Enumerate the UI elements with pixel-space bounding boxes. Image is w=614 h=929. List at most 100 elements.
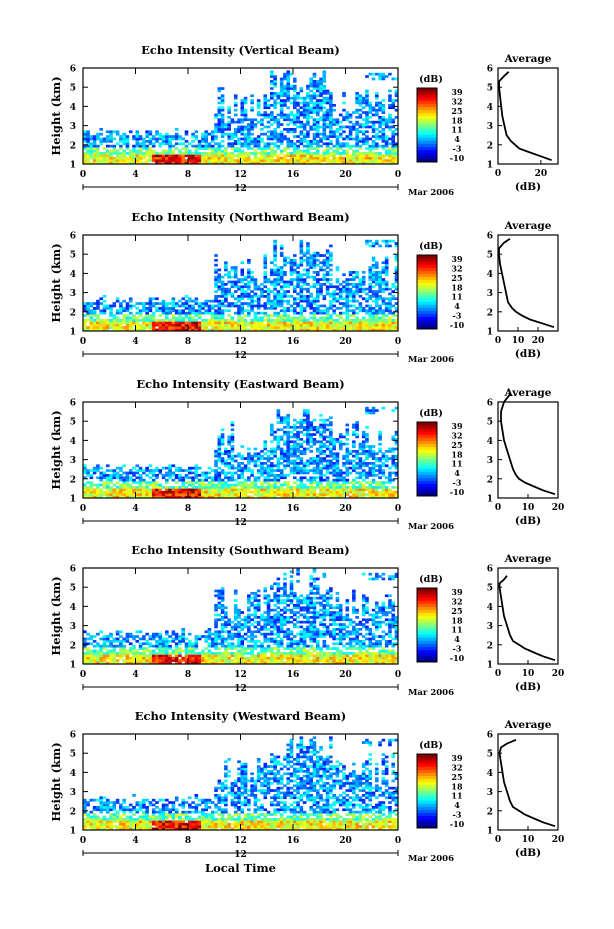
heatmap-cell bbox=[165, 137, 169, 141]
heatmap-cell bbox=[224, 147, 228, 150]
heatmap-cell bbox=[83, 486, 87, 489]
heatmap-cell bbox=[227, 111, 231, 114]
heatmap-cell bbox=[309, 328, 313, 332]
heatmap-cell bbox=[283, 147, 287, 150]
heatmap-cell bbox=[227, 457, 231, 460]
heatmap-cell bbox=[119, 161, 123, 165]
heatmap-cell bbox=[312, 438, 317, 441]
colorbar-band bbox=[417, 307, 437, 311]
heatmap-cell bbox=[96, 147, 100, 150]
y-tick-label: 4 bbox=[70, 103, 76, 113]
heatmap-cell bbox=[368, 474, 373, 477]
heatmap-cell bbox=[365, 488, 369, 492]
heatmap-cell bbox=[122, 159, 126, 162]
heatmap-cell bbox=[342, 116, 346, 119]
heatmap-cell bbox=[296, 92, 300, 95]
heatmap-cell bbox=[191, 159, 195, 162]
heatmap-cell bbox=[384, 326, 389, 329]
heatmap-cell bbox=[289, 159, 294, 162]
heatmap-cell bbox=[135, 316, 140, 320]
heatmap-cell bbox=[165, 152, 169, 155]
heatmap-cell bbox=[102, 490, 107, 494]
heatmap-cell bbox=[315, 251, 320, 255]
heatmap-cell bbox=[266, 474, 271, 477]
heatmap-cell bbox=[312, 323, 317, 327]
heatmap-cell bbox=[168, 490, 172, 494]
heatmap-cell bbox=[332, 118, 336, 122]
date-tick-label: 12 bbox=[234, 351, 247, 361]
heatmap-cell bbox=[233, 104, 238, 107]
heatmap-cell bbox=[250, 321, 254, 325]
heatmap-cell bbox=[243, 275, 248, 279]
heatmap-cell bbox=[220, 299, 225, 303]
heatmap-cell bbox=[233, 149, 238, 153]
heatmap-cell bbox=[361, 156, 366, 160]
heatmap-cell bbox=[201, 493, 205, 496]
heatmap-cell bbox=[227, 486, 231, 489]
heatmap-cell bbox=[296, 297, 300, 301]
heatmap-cell bbox=[105, 149, 110, 153]
heatmap-cell bbox=[210, 147, 215, 150]
heatmap-cell bbox=[273, 302, 277, 305]
heatmap-cell bbox=[230, 285, 235, 289]
heatmap-cell bbox=[247, 457, 251, 460]
heatmap-cell bbox=[230, 450, 235, 453]
heatmap-cell bbox=[86, 642, 90, 646]
heatmap-cell bbox=[240, 488, 245, 492]
colorbar-band bbox=[417, 428, 437, 432]
heatmap-cell bbox=[378, 101, 382, 105]
heatmap-cell bbox=[345, 292, 350, 296]
heatmap-cell bbox=[92, 161, 97, 165]
heatmap-cell bbox=[384, 481, 389, 484]
average-y-tick-label: 2 bbox=[487, 475, 493, 485]
heatmap-cell bbox=[309, 445, 313, 448]
heatmap-cell bbox=[233, 495, 238, 499]
heatmap-cell bbox=[394, 323, 399, 327]
heatmap-cell bbox=[138, 137, 143, 141]
colorbar-band bbox=[417, 452, 437, 457]
heatmap-cell bbox=[217, 273, 222, 277]
heatmap-cell bbox=[296, 273, 300, 277]
heatmap-cell bbox=[299, 457, 304, 460]
heatmap-cell bbox=[384, 459, 389, 463]
heatmap-cell bbox=[263, 144, 268, 148]
heatmap-cell bbox=[250, 290, 254, 293]
heatmap-cell bbox=[335, 323, 340, 327]
heatmap-cell bbox=[122, 328, 126, 332]
heatmap-cell bbox=[293, 481, 297, 484]
heatmap-cell bbox=[315, 106, 320, 110]
heatmap-cell bbox=[253, 161, 258, 165]
heatmap-cell bbox=[171, 135, 176, 138]
heatmap-cell bbox=[181, 309, 186, 313]
heatmap-cell bbox=[322, 297, 327, 301]
heatmap-cell bbox=[365, 326, 369, 329]
heatmap-cell bbox=[105, 486, 110, 489]
heatmap-cell bbox=[194, 137, 199, 141]
heatmap-cell bbox=[214, 493, 218, 496]
heatmap-cell bbox=[270, 326, 274, 329]
heatmap-cell bbox=[283, 314, 287, 317]
heatmap-cell bbox=[99, 471, 103, 475]
heatmap-cell bbox=[394, 147, 399, 150]
heatmap-cell bbox=[158, 469, 163, 472]
heatmap-cell bbox=[279, 108, 284, 112]
heatmap-cell bbox=[296, 101, 300, 105]
heatmap-cell bbox=[283, 285, 287, 289]
heatmap-cell bbox=[240, 154, 245, 158]
heatmap-cell bbox=[207, 309, 212, 313]
heatmap-cell bbox=[293, 454, 297, 458]
heatmap-cell bbox=[332, 486, 336, 489]
heatmap-cell bbox=[329, 142, 333, 146]
heatmap-cell bbox=[256, 140, 261, 143]
heatmap-cell bbox=[105, 478, 110, 482]
heatmap-cell bbox=[115, 323, 120, 327]
heatmap-cell bbox=[227, 159, 231, 162]
heatmap-cell bbox=[293, 152, 297, 155]
heatmap-cell bbox=[204, 309, 208, 313]
heatmap-cell bbox=[217, 142, 222, 146]
heatmap-cell bbox=[86, 135, 90, 138]
heatmap-cell bbox=[204, 311, 208, 315]
heatmap-cell bbox=[217, 493, 222, 496]
heatmap-cell bbox=[253, 447, 258, 451]
heatmap-cell bbox=[381, 297, 386, 301]
